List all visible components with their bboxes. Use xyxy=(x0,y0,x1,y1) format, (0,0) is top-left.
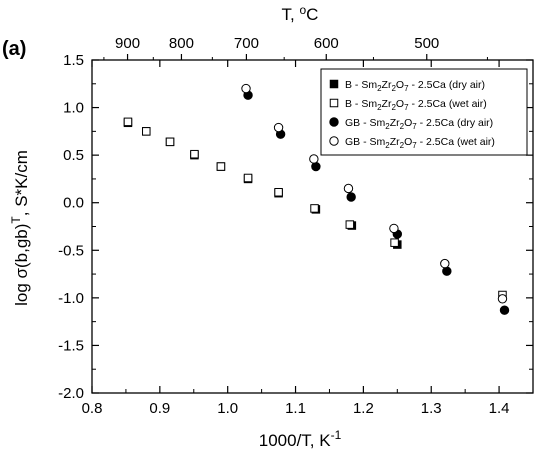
top-tick-label: 500 xyxy=(414,35,439,52)
data-point-open-square xyxy=(165,137,175,147)
top-tick-label: 600 xyxy=(314,35,339,52)
y-axis-title: log σ(b,gb)T, S*K/cm xyxy=(9,150,31,306)
legend: B - Sm2Zr2O7 - 2.5Ca (dry air) B - Sm2Zr2… xyxy=(320,68,528,156)
legend-label: B - Sm2Zr2O7 - 2.5Ca (wet air) xyxy=(345,98,487,112)
legend-marker-open-square xyxy=(329,98,339,108)
data-point-filled-circle xyxy=(311,161,321,172)
data-point-open-square xyxy=(345,220,355,229)
legend-marker-filled-square xyxy=(329,79,339,89)
data-point-filled-circle xyxy=(442,266,452,276)
y-tick-label: 1.0 xyxy=(63,100,84,117)
top-tick-label: 700 xyxy=(234,35,259,52)
legend-label: B - Sm2Zr2O7 - 2.5Ca (dry air) xyxy=(345,79,485,93)
plot-frame xyxy=(91,59,534,394)
legend-label: GB - Sm2Zr2O7 - 2.5Ca (dry air) xyxy=(345,117,493,131)
top-axis-title: T, oC xyxy=(282,3,319,24)
data-point-open-circle xyxy=(273,122,284,133)
x-tick-label: 1.4 xyxy=(489,400,510,417)
data-point-open-square xyxy=(310,204,319,213)
y-tick-label: -0.5 xyxy=(58,242,84,259)
data-point-open-circle xyxy=(343,183,354,194)
data-point-open-square xyxy=(390,238,399,247)
y-tick-label: 0.0 xyxy=(63,195,84,212)
legend-marker-filled-circle xyxy=(329,117,339,127)
y-tick-label: 1.5 xyxy=(63,52,84,69)
data-point-open-square xyxy=(274,187,283,197)
y-tick-label: -2.0 xyxy=(58,385,84,402)
y-tick-label: -1.0 xyxy=(58,290,84,307)
data-point-open-square xyxy=(190,149,199,159)
x-tick-label: 1.3 xyxy=(421,400,442,417)
x-tick-label: 1.0 xyxy=(217,400,238,417)
data-point-open-circle xyxy=(440,258,450,269)
data-point-open-circle xyxy=(497,294,508,304)
data-point-open-square xyxy=(123,117,133,127)
data-point-open-square xyxy=(142,127,151,136)
x-tick-label: 0.8 xyxy=(82,400,103,417)
legend-marker-open-circle xyxy=(329,136,339,146)
y-tick-label: -1.5 xyxy=(58,337,84,354)
x-tick-label: 1.2 xyxy=(353,400,374,417)
data-point-filled-circle xyxy=(499,305,510,315)
legend-box xyxy=(320,68,528,156)
data-point-open-square xyxy=(216,162,226,171)
x-tick-label: 0.9 xyxy=(149,400,170,417)
data-point-open-circle xyxy=(241,83,251,94)
top-tick-label: 900 xyxy=(115,35,140,52)
top-tick-label: 800 xyxy=(169,35,194,52)
data-point-open-circle xyxy=(389,223,399,234)
data-point-open-square xyxy=(243,173,253,183)
y-tick-label: 0.5 xyxy=(63,147,84,164)
panel-label: (a) xyxy=(2,38,26,60)
data-point-filled-circle xyxy=(346,192,356,202)
data-point-open-circle xyxy=(309,154,319,164)
x-axis-title: 1000/T, K-1 xyxy=(259,428,342,450)
x-tick-label: 1.1 xyxy=(285,400,306,417)
legend-label: GB - Sm2Zr2O7 - 2.5Ca (wet air) xyxy=(345,136,495,150)
